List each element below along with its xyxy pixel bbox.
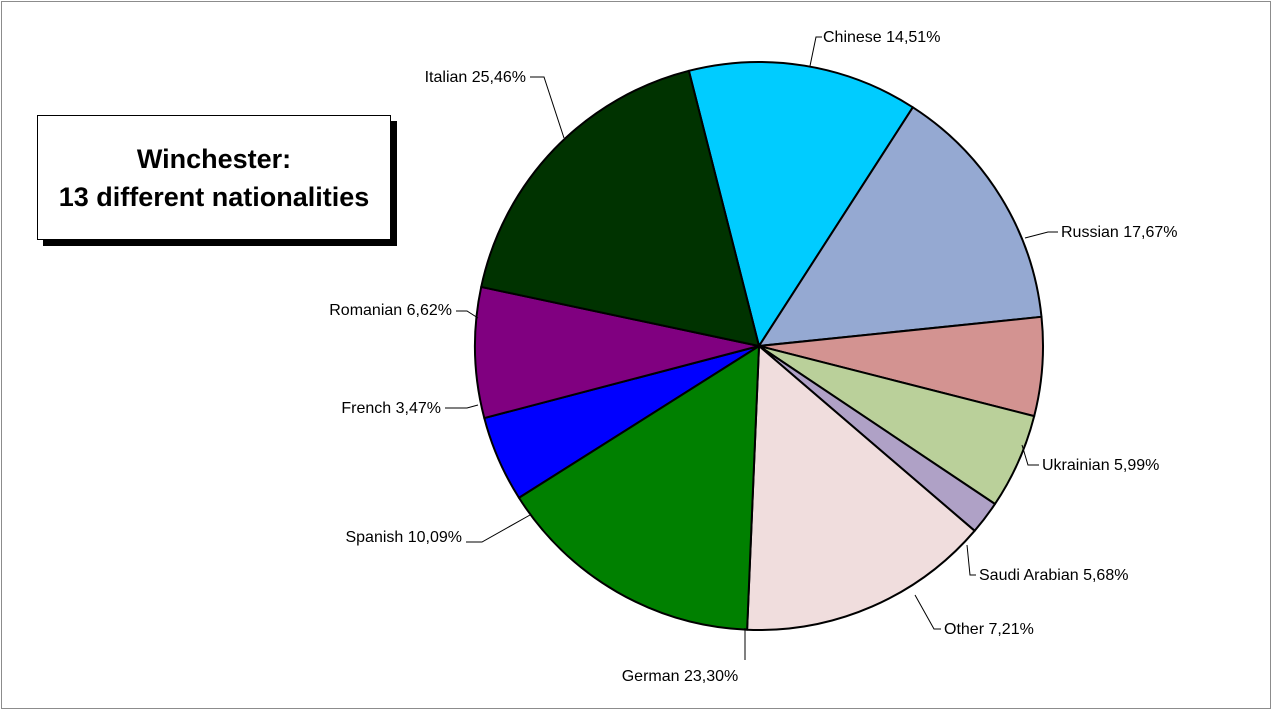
leader-line — [1024, 231, 1058, 239]
leader-line — [445, 404, 479, 409]
pie-slice-german — [746, 345, 976, 631]
slice-label: Spanish 10,09% — [345, 529, 462, 546]
slice-label: Saudi Arabian 5,68% — [979, 567, 1128, 584]
slice-label: Italian 25,46% — [425, 69, 526, 86]
slice-label: Chinese 14,51% — [823, 29, 940, 46]
pie-slice-romanian — [474, 285, 760, 420]
slice-label: French 3,47% — [341, 400, 441, 417]
leader-line — [914, 594, 941, 630]
slice-label: Other 7,21% — [944, 621, 1034, 638]
slice-label: Ukrainian 5,99% — [1042, 457, 1159, 474]
slice-label: Romanian 6,62% — [329, 302, 452, 319]
chart-title-box: Winchester: 13 different nationalities — [37, 115, 391, 240]
leader-line — [1021, 444, 1039, 466]
chart-title-line1: Winchester: — [136, 143, 292, 174]
slice-label: Russian 17,67% — [1061, 224, 1178, 241]
pie-slice-chinese — [687, 61, 914, 347]
leader-line — [966, 544, 976, 576]
leader-line — [466, 514, 531, 543]
slice-label: German 23,30% — [622, 668, 739, 685]
pie-slice-italian — [480, 69, 760, 347]
chart-title-line2: 13 different nationalities — [58, 181, 370, 212]
pie-slice-russian — [758, 106, 1043, 347]
leader-line — [530, 76, 565, 139]
leader-line — [456, 310, 479, 319]
pie-slice-spanish — [517, 345, 760, 631]
leader-line — [809, 36, 822, 67]
